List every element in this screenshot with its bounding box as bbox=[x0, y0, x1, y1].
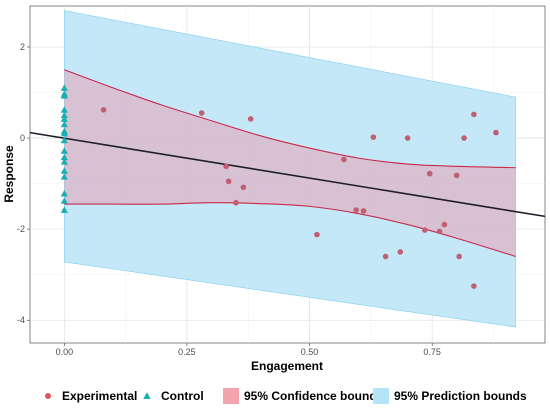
experimental-point bbox=[426, 170, 433, 177]
control-point bbox=[60, 167, 68, 174]
experimental-point bbox=[382, 253, 389, 260]
experimental-point bbox=[471, 111, 477, 118]
experimental-point bbox=[247, 116, 254, 122]
control-point bbox=[60, 115, 68, 122]
regression-line bbox=[29, 131, 546, 218]
control-point bbox=[60, 136, 68, 144]
control-point bbox=[60, 111, 68, 119]
legend-swatch-prediction bbox=[373, 388, 389, 404]
y-tick-label: 0 bbox=[20, 133, 25, 143]
experimental-point bbox=[456, 253, 462, 260]
control-point bbox=[60, 147, 68, 154]
experimental-point bbox=[198, 110, 205, 116]
control-point bbox=[60, 158, 68, 165]
x-tick-label: 0.75 bbox=[423, 347, 441, 357]
y-tick-label: -2 bbox=[17, 224, 25, 234]
control-point bbox=[60, 120, 68, 128]
legend-label: Control bbox=[161, 389, 204, 403]
experimental-point bbox=[223, 163, 229, 170]
experimental-point bbox=[100, 107, 107, 113]
y-tick-label: 2 bbox=[20, 42, 25, 52]
legend-label: 95% Confidence bounds bbox=[244, 389, 384, 403]
legend: Experimental Control 95% Confidence bounds… bbox=[45, 388, 527, 404]
y-tick-label: -4 bbox=[17, 315, 25, 325]
experimental-point bbox=[471, 283, 477, 289]
control-point bbox=[60, 129, 68, 137]
experimental-point bbox=[493, 129, 499, 136]
experimental-point bbox=[404, 135, 411, 141]
experimental-point bbox=[422, 227, 428, 233]
experimental-point bbox=[436, 228, 443, 235]
control-point bbox=[60, 206, 68, 213]
experimental-point bbox=[353, 207, 359, 213]
x-tick-label: 0.50 bbox=[301, 347, 319, 357]
control-point bbox=[60, 190, 68, 197]
experimental-point bbox=[360, 208, 367, 214]
experimental-point bbox=[233, 199, 239, 206]
axes: 0.00 0.25 0.50 0.75 -4 -2 0 2 bbox=[17, 42, 441, 357]
regression bbox=[29, 131, 546, 218]
legend-swatch-experimental bbox=[45, 393, 51, 399]
confidence-upper-line bbox=[64, 69, 516, 169]
experimental-point bbox=[397, 249, 404, 255]
legend-label: Experimental bbox=[62, 389, 137, 403]
experimental-point bbox=[370, 134, 377, 140]
legend-swatch-confidence bbox=[223, 388, 239, 404]
control-point bbox=[60, 84, 68, 91]
bands bbox=[64, 10, 516, 328]
x-axis-title: Engagement bbox=[251, 359, 323, 373]
legend-swatch-control bbox=[143, 392, 151, 400]
control-point bbox=[60, 173, 68, 180]
legend-label: 95% Prediction bounds bbox=[394, 389, 527, 403]
confidence-band bbox=[64, 69, 516, 257]
control-point bbox=[60, 197, 68, 204]
experimental-point bbox=[240, 184, 247, 191]
experimental-point bbox=[453, 172, 460, 179]
control-point bbox=[60, 153, 68, 161]
experimental-point bbox=[341, 156, 347, 163]
control-point bbox=[60, 106, 68, 113]
control-point bbox=[60, 92, 68, 99]
x-tick-label: 0.25 bbox=[178, 347, 196, 357]
confidence-lower-line bbox=[64, 202, 516, 257]
points bbox=[60, 84, 499, 289]
experimental-point bbox=[441, 221, 448, 228]
experimental-point bbox=[225, 178, 232, 185]
experimental-point bbox=[314, 231, 320, 238]
y-axis-title: Response bbox=[2, 145, 16, 203]
x-tick-label: 0.00 bbox=[56, 347, 74, 357]
experimental-point bbox=[461, 135, 467, 141]
